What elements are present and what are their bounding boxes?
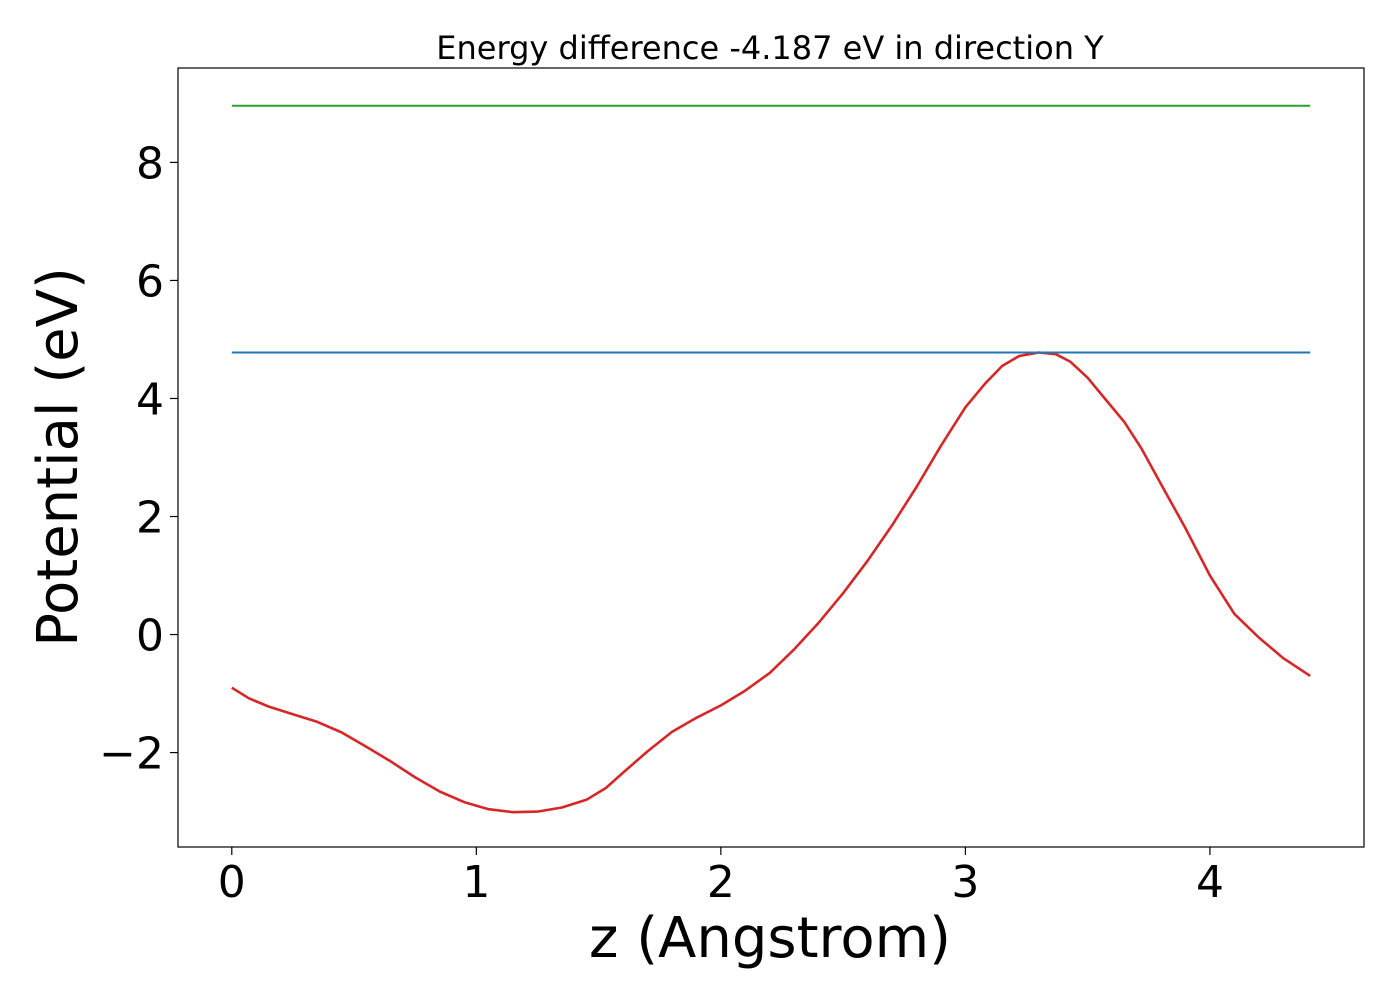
y-tick-label: 0 <box>136 611 164 662</box>
x-tick-label: 0 <box>218 857 246 908</box>
x-axis-label: z (Angstrom) <box>589 906 951 971</box>
x-tick-label: 2 <box>707 857 735 908</box>
y-tick-label: 8 <box>136 138 164 189</box>
y-axis-ticks: −2 0 2 4 6 8 <box>99 138 178 780</box>
x-tick-label: 3 <box>951 857 979 908</box>
x-axis-ticks: 0 1 2 3 4 <box>218 847 1224 908</box>
x-tick-label: 4 <box>1196 857 1224 908</box>
x-tick-label: 1 <box>462 857 490 908</box>
y-tick-label: 6 <box>136 256 164 307</box>
series-group <box>231 104 1311 814</box>
series-line-0 <box>231 351 1311 814</box>
plot-frame <box>177 67 1365 848</box>
chart-title: Energy difference -4.187 eV in direction… <box>436 29 1104 67</box>
y-tick-label: 2 <box>136 493 164 544</box>
y-tick-label: 4 <box>136 374 164 425</box>
y-tick-label: −2 <box>99 729 164 780</box>
y-axis-label: Potential (eV) <box>26 267 91 647</box>
plot-area <box>177 67 1365 848</box>
